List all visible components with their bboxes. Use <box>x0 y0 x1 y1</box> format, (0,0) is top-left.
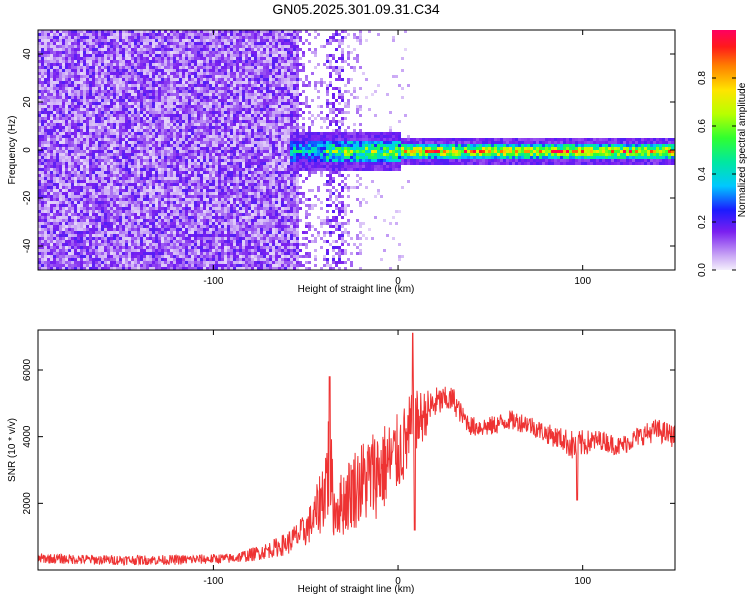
y-tick-label: 20 <box>22 96 33 108</box>
y-tick-label: 6000 <box>22 358 33 381</box>
colorbar-tick-label: 0.2 <box>697 215 708 229</box>
x-tick-label: -100 <box>203 576 223 587</box>
spectrogram-panel: -100 0 100 -40 -20 0 20 40 Height of straight l… <box>7 29 676 295</box>
x-tick-label: 0 <box>395 276 401 287</box>
colorbar-tick-label: 0.6 <box>697 119 708 133</box>
colorbar-gradient <box>712 30 736 270</box>
colorbar-tick-label: 0.8 <box>697 71 708 85</box>
y-tick-label: 4000 <box>22 425 33 448</box>
colorbar-tick-label: 0.0 <box>697 263 708 277</box>
colorbar-label: Normalized spectral amplitude <box>737 82 748 217</box>
x-tick-label: 0 <box>395 576 401 587</box>
snr-frame <box>37 329 676 571</box>
spectrogram-x-axis-label: Height of straight line (km) <box>298 284 415 295</box>
spectrogram-cells <box>38 30 675 270</box>
snr-y-axis-label: SNR (10 * v/v) <box>7 418 18 482</box>
snr-x-axis-label: Height of straight line (km) <box>298 584 415 595</box>
colorbar-ticks: 0.0 0.2 0.4 0.6 0.8 <box>697 71 736 277</box>
y-tick-label: -20 <box>22 190 33 205</box>
y-tick-label: 0 <box>22 147 33 153</box>
chart-title: GN05.2025.301.09.31.C34 <box>272 1 440 17</box>
snr-ticks: -100 0 100 2000 4000 6000 <box>22 330 675 587</box>
snr-panel: -100 0 100 2000 4000 6000 Height of straight … <box>7 329 676 595</box>
y-tick-label: 40 <box>22 48 33 60</box>
colorbar: 0.0 0.2 0.4 0.6 0.8 Normalized spectral ampl… <box>697 30 748 277</box>
spectrogram-ticks: -100 0 100 -40 -20 0 20 40 <box>22 30 675 287</box>
y-tick-label: -40 <box>22 238 33 253</box>
snr-series-line <box>38 332 675 566</box>
colorbar-tick-label: 0.4 <box>697 167 708 181</box>
spectrogram-y-axis-label: Frequency (Hz) <box>7 116 18 185</box>
x-tick-label: 100 <box>574 576 591 587</box>
x-tick-label: 100 <box>574 276 591 287</box>
y-tick-label: 2000 <box>22 492 33 515</box>
x-tick-label: -100 <box>203 276 223 287</box>
